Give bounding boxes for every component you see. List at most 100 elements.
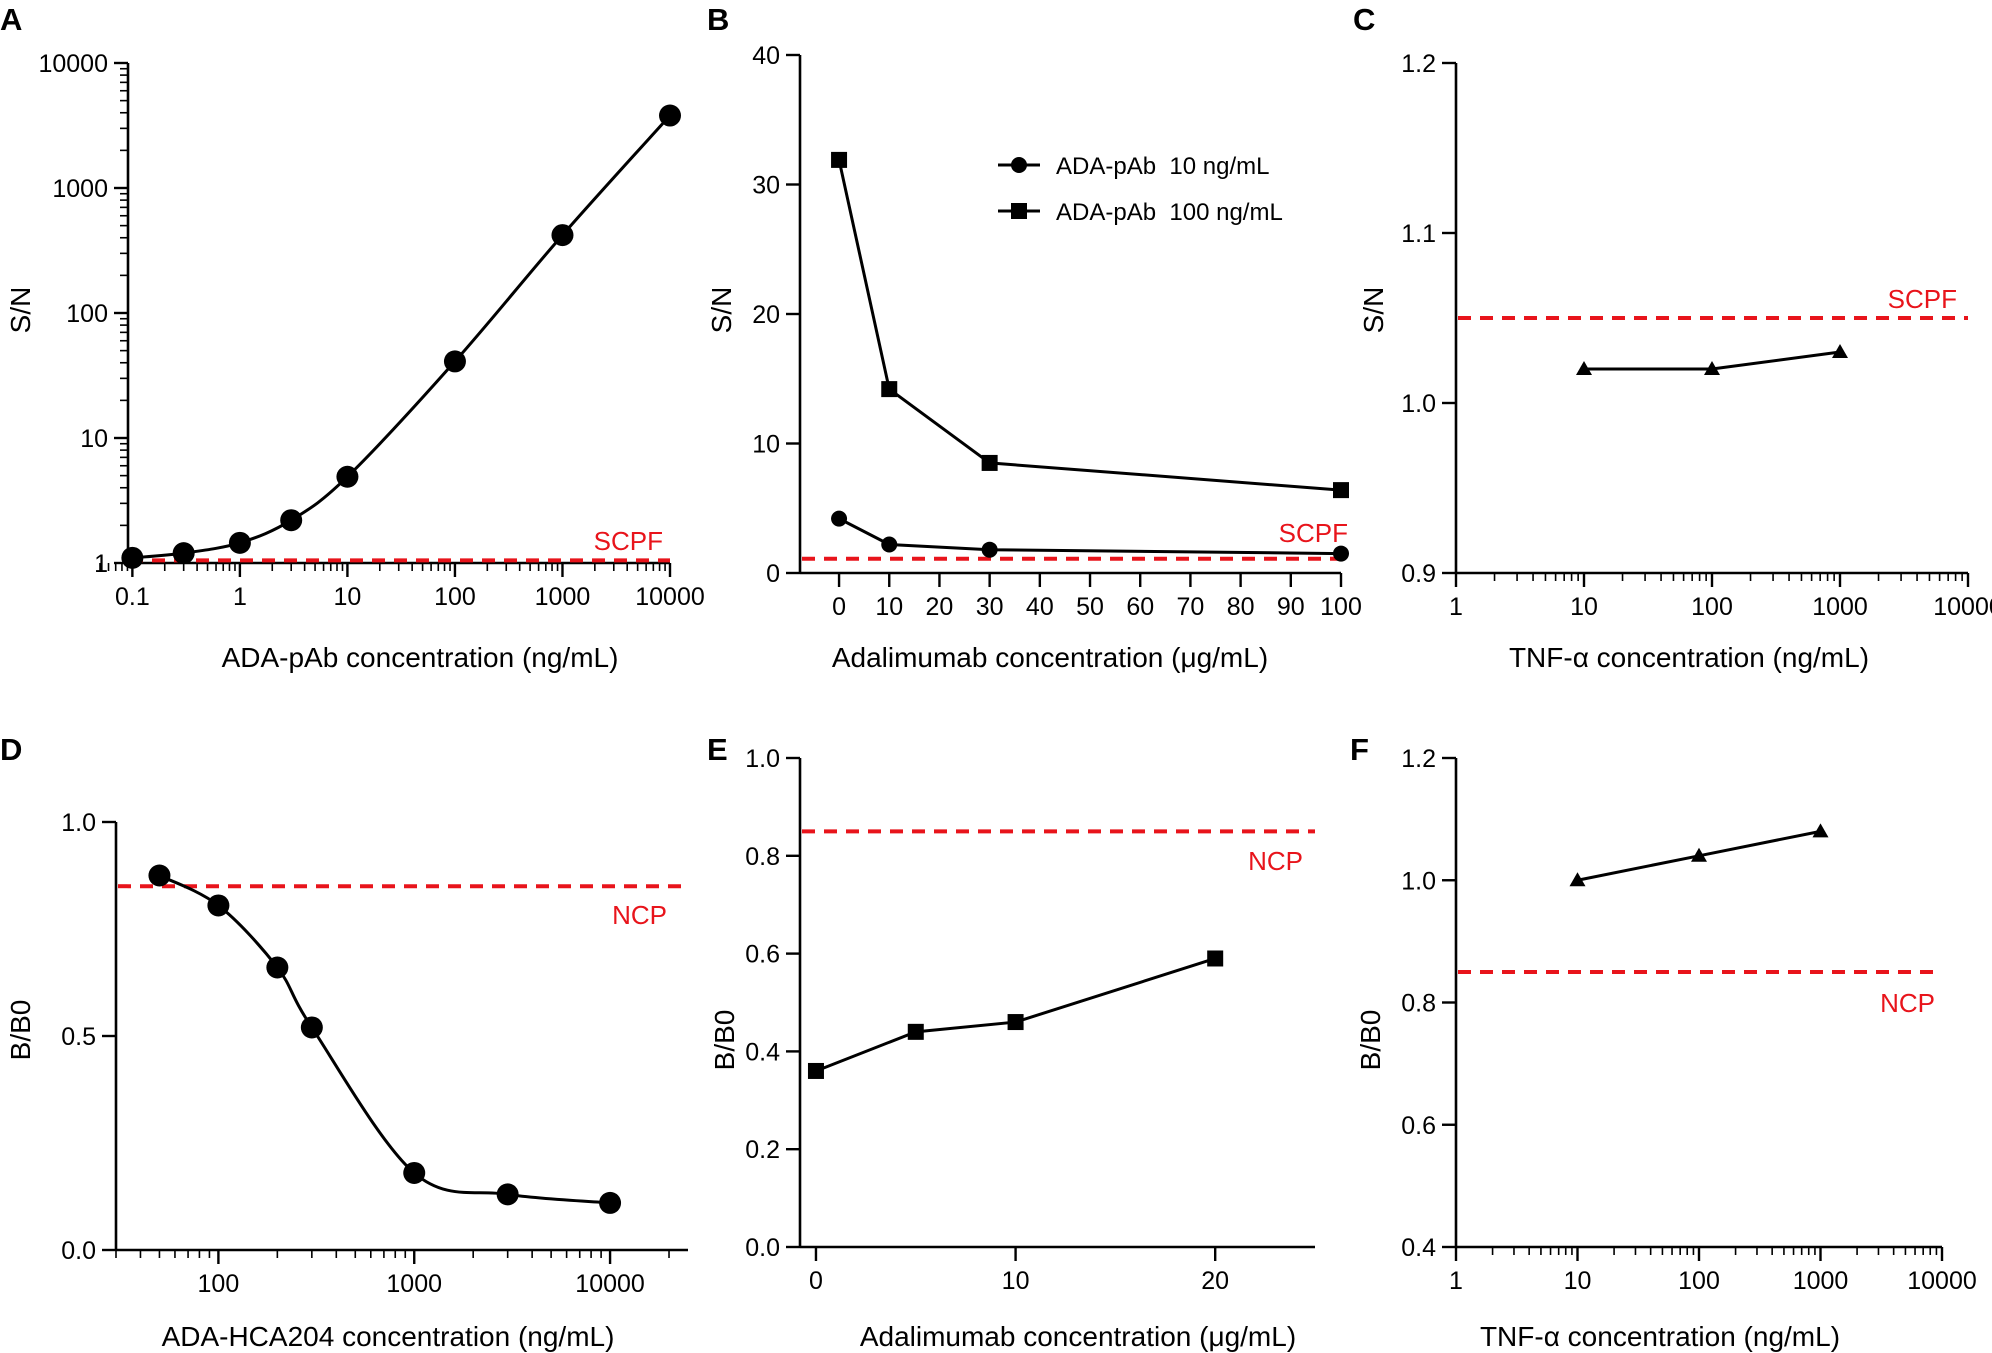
y-tick-label: 0.6 bbox=[1401, 1112, 1436, 1140]
x-tick-label: 10000 bbox=[1907, 1267, 1977, 1295]
x-tick-label: 0 bbox=[832, 593, 846, 621]
panel-b-x-label: Adalimumab concentration (μg/mL) bbox=[832, 642, 1268, 673]
panel-e-letter: E bbox=[707, 732, 728, 767]
panel-b-letter: B bbox=[707, 2, 729, 37]
legend-marker-100 bbox=[1011, 203, 1027, 219]
legend-label-10: ADA-pAb 10 ng/mL bbox=[1056, 153, 1269, 180]
legend-label-100: ADA-pAb 100 ng/mL bbox=[1056, 199, 1283, 226]
y-tick-label: 0.4 bbox=[1401, 1234, 1436, 1262]
data-point bbox=[1207, 950, 1224, 967]
x-tick-label: 100 bbox=[1320, 593, 1362, 621]
data-point bbox=[172, 542, 195, 565]
x-tick-label: 100 bbox=[1691, 593, 1733, 621]
panel-c-marks bbox=[1458, 316, 1968, 375]
panel-e: E 0.0 0.2 0.4 0.6 0.8 1.0 0 10 20 Adalimumab con… bbox=[707, 732, 1315, 1352]
x-tick-label: 10 bbox=[1564, 1267, 1592, 1295]
panel-f-marks bbox=[1458, 823, 1942, 974]
panel-d-letter: D bbox=[0, 732, 22, 767]
y-tick-label: 0.5 bbox=[61, 1023, 96, 1051]
x-tick-label: 10000 bbox=[635, 583, 705, 611]
y-tick-label: 1 bbox=[94, 550, 108, 578]
x-tick-label: 20 bbox=[1201, 1267, 1229, 1295]
y-tick-label: 1.0 bbox=[745, 745, 780, 773]
x-tick-label: 10000 bbox=[1933, 593, 1992, 621]
x-tick-label: 0.1 bbox=[115, 583, 150, 611]
data-point bbox=[1691, 847, 1707, 862]
data-point bbox=[1333, 545, 1349, 562]
panel-d: D 0.0 0.5 1.0 100 1000 10000 ADA-HCA204 conce… bbox=[0, 732, 688, 1352]
x-tick-label: 50 bbox=[1076, 593, 1104, 621]
data-point bbox=[807, 1062, 824, 1079]
y-tick-label: 1.0 bbox=[61, 809, 96, 837]
data-point bbox=[981, 454, 998, 471]
x-tick-label: 10 bbox=[875, 593, 903, 621]
panel-d-reference-label: NCP bbox=[612, 900, 667, 930]
data-point bbox=[266, 956, 289, 979]
data-point bbox=[1007, 1014, 1024, 1031]
y-tick-label: 0.0 bbox=[745, 1234, 780, 1262]
series-line bbox=[838, 517, 1342, 556]
data-point bbox=[443, 350, 466, 373]
x-tick-label: 40 bbox=[1026, 593, 1054, 621]
panel-e-x-label: Adalimumab concentration (μg/mL) bbox=[860, 1321, 1296, 1352]
data-point bbox=[207, 894, 230, 917]
panel-a-reference-label: SCPF bbox=[594, 526, 663, 556]
panel-f: F 0.4 0.6 0.8 1.0 1.2 1 10 100 1000 10000 TNF-α c… bbox=[1350, 732, 1977, 1352]
panel-c-y-label: S/N bbox=[1358, 287, 1389, 334]
y-tick-label: 1000 bbox=[52, 175, 108, 203]
panel-c: C 0.9 1.0 1.1 1.2 1 10 100 1000 10000 TNF-α conc… bbox=[1353, 2, 1992, 673]
data-point bbox=[300, 1016, 323, 1039]
y-tick-label: 1.2 bbox=[1401, 50, 1436, 78]
data-point bbox=[1576, 361, 1592, 375]
series-line bbox=[837, 159, 1342, 492]
y-tick-label: 10 bbox=[80, 425, 108, 453]
x-tick-label: 30 bbox=[976, 593, 1004, 621]
y-tick-label: 0.4 bbox=[745, 1038, 780, 1066]
panel-e-axes: 0.0 0.2 0.4 0.6 0.8 1.0 0 10 20 bbox=[745, 745, 1315, 1295]
y-tick-label: 0 bbox=[766, 560, 780, 588]
data-point bbox=[981, 541, 998, 558]
data-point bbox=[831, 510, 848, 527]
panel-f-reference-label: NCP bbox=[1880, 988, 1935, 1018]
x-tick-label: 1 bbox=[1449, 1267, 1463, 1295]
x-tick-label: 80 bbox=[1227, 593, 1255, 621]
x-tick-label: 1000 bbox=[386, 1270, 442, 1298]
data-point bbox=[1333, 482, 1349, 499]
panel-b: B 0 10 20 30 40 0 10 20 30 40 50 60 70 80 90 100 Adalim… bbox=[706, 2, 1362, 673]
panel-f-y-label: B/B0 bbox=[1355, 1010, 1386, 1071]
x-tick-label: 70 bbox=[1177, 593, 1205, 621]
x-tick-label: 100 bbox=[434, 583, 476, 611]
x-tick-label: 20 bbox=[926, 593, 954, 621]
x-tick-label: 10 bbox=[1570, 593, 1598, 621]
x-tick-label: 1000 bbox=[1793, 1267, 1849, 1295]
series-line bbox=[158, 874, 611, 1205]
y-tick-label: 0.6 bbox=[745, 941, 780, 969]
x-tick-label: 100 bbox=[198, 1270, 240, 1298]
data-point bbox=[148, 864, 171, 887]
panel-d-x-label: ADA-HCA204 concentration (ng/mL) bbox=[162, 1321, 615, 1352]
panel-f-axes: 0.4 0.6 0.8 1.0 1.2 1 10 100 1000 10000 bbox=[1401, 745, 1977, 1295]
data-point bbox=[599, 1191, 622, 1214]
data-point bbox=[403, 1161, 426, 1184]
x-tick-label: 90 bbox=[1277, 593, 1305, 621]
data-point bbox=[881, 536, 898, 553]
panel-b-legend: ADA-pAb 10 ng/mL ADA-pAb 100 ng/mL bbox=[998, 153, 1283, 226]
panel-a-letter: A bbox=[0, 2, 22, 37]
data-point bbox=[1832, 344, 1848, 358]
x-tick-label: 1000 bbox=[535, 583, 591, 611]
y-tick-label: 0.8 bbox=[745, 843, 780, 871]
panel-a-y-label: S/N bbox=[5, 287, 36, 334]
data-point bbox=[881, 381, 898, 398]
panel-f-letter: F bbox=[1350, 732, 1369, 767]
y-tick-label: 20 bbox=[752, 301, 780, 329]
data-point bbox=[551, 224, 574, 247]
y-tick-label: 30 bbox=[752, 172, 780, 200]
y-tick-label: 1.0 bbox=[1401, 390, 1436, 418]
data-point bbox=[1812, 823, 1829, 838]
panel-b-y-label: S/N bbox=[706, 287, 737, 334]
panel-e-marks bbox=[802, 829, 1315, 1079]
legend-marker-10 bbox=[1011, 157, 1027, 173]
